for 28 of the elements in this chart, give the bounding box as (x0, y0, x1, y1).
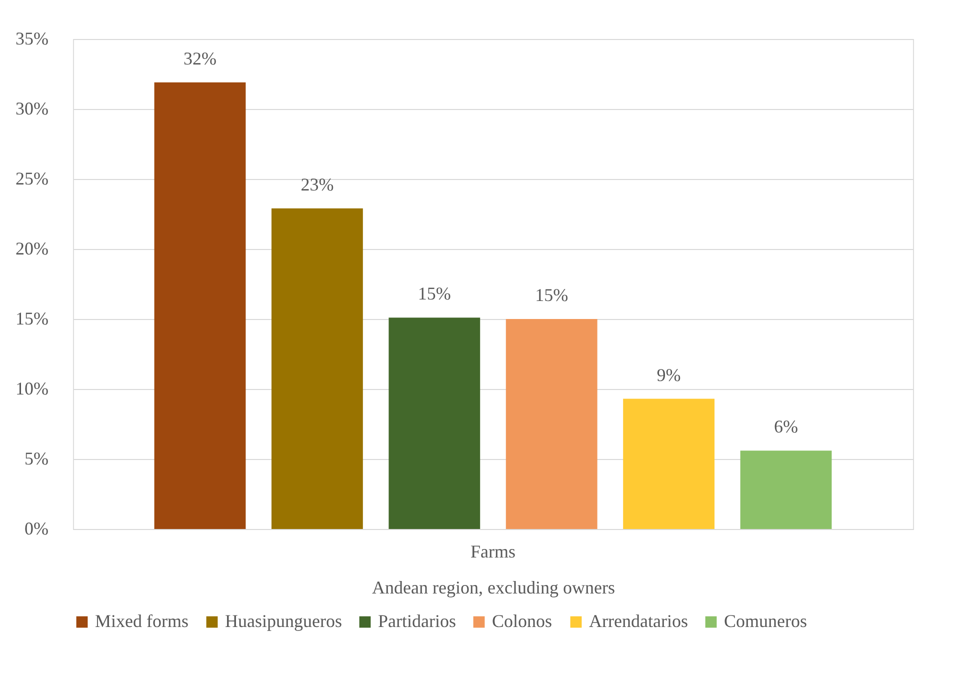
bar (154, 82, 246, 529)
bar (388, 318, 480, 529)
bar (506, 319, 598, 529)
y-tick-label: 15% (16, 308, 48, 328)
data-label: 6% (774, 416, 798, 437)
y-tick-label: 10% (16, 378, 48, 398)
data-label: 9% (656, 364, 681, 385)
data-label: 32% (184, 48, 216, 68)
legend-label: Colonos (492, 611, 552, 631)
bar (271, 208, 363, 529)
legend-label: Partidarios (378, 611, 456, 631)
legend-label: Huasipungueros (225, 611, 342, 631)
y-tick-label: 0% (24, 518, 48, 538)
y-tick-label: 30% (16, 98, 48, 118)
y-tick-label: 35% (16, 28, 48, 48)
y-tick-label: 5% (24, 448, 48, 468)
x-tick-label: Farms (470, 542, 516, 562)
legend-label: Comuneros (724, 611, 807, 631)
data-label: 15% (535, 285, 568, 305)
bar (623, 398, 715, 529)
bar (740, 450, 832, 529)
legend-label: Arrendatarios (589, 611, 688, 631)
data-label: 15% (418, 284, 451, 304)
y-tick-label: 20% (16, 238, 48, 258)
x-axis-title: Andean region, excluding owners (372, 578, 615, 598)
y-tick-label: 25% (16, 168, 48, 188)
legend-label: Mixed forms (95, 611, 188, 631)
data-label: 23% (300, 174, 334, 194)
